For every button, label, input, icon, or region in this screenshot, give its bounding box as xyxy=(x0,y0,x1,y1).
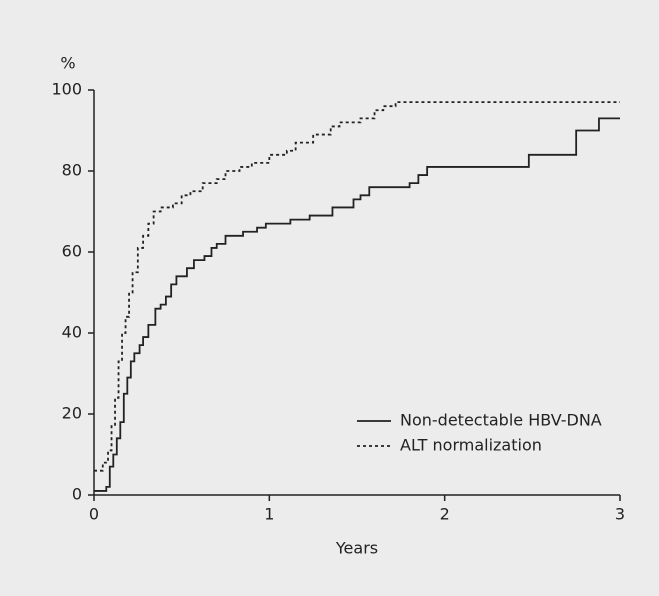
y-tick-label: 100 xyxy=(51,80,82,99)
y-tick-label: 60 xyxy=(62,242,82,261)
legend-label: Non-detectable HBV-DNA xyxy=(400,411,602,430)
legend-label: ALT normalization xyxy=(400,436,542,455)
y-axis-label: % xyxy=(60,54,75,73)
y-tick-label: 0 xyxy=(72,485,82,504)
x-tick-label: 3 xyxy=(615,505,625,524)
y-tick-label: 40 xyxy=(62,323,82,342)
x-tick-label: 1 xyxy=(264,505,274,524)
series-line xyxy=(94,117,620,492)
x-tick-label: 0 xyxy=(89,505,99,524)
x-axis-label: Years xyxy=(335,539,378,558)
y-tick-label: 80 xyxy=(62,161,82,180)
series-line xyxy=(94,101,620,472)
x-tick-label: 2 xyxy=(440,505,450,524)
y-tick-label: 20 xyxy=(62,404,82,423)
